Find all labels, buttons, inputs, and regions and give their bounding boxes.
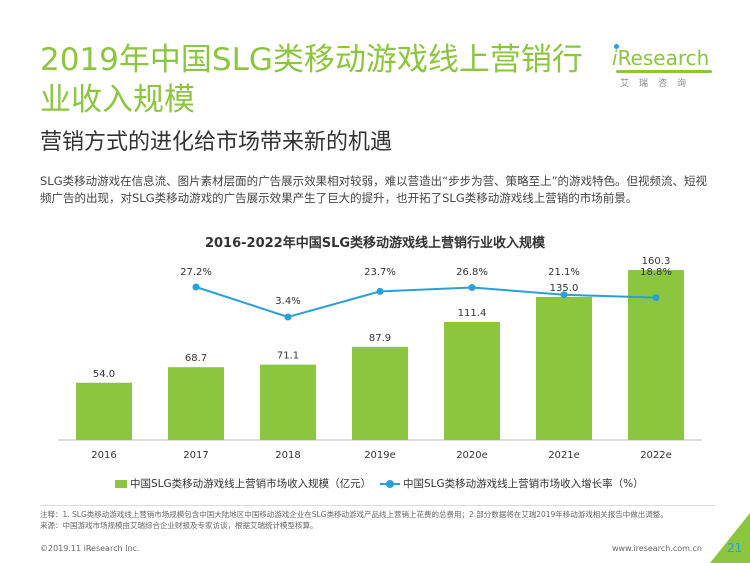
legend-item-revenue: 中国SLG类移动游戏线上营销市场收入规模（亿元） [115, 476, 371, 491]
bar-2016 [76, 382, 132, 440]
bar-label-2021e: 135.0 [550, 283, 579, 294]
bar-2021e [536, 296, 592, 440]
growth-label-2018: 3.4% [275, 296, 300, 307]
x-tick-2017: 2017 [183, 450, 208, 461]
corner-decoration [710, 513, 750, 563]
copyright: ©2019.11 iResearch Inc. [40, 544, 140, 553]
logo-swoosh-icon [616, 70, 712, 73]
x-tick-2019e: 2019e [364, 450, 396, 461]
x-tick-2016: 2016 [91, 450, 116, 461]
legend-growth-label: 中国SLG类移动游戏线上营销市场收入增长率（%） [403, 478, 644, 490]
bar-2017 [168, 367, 224, 440]
source-text: 来源：中国游戏市场规模由艾瑞综合企业财报及专家访谈，根据艾瑞统计模型核算。 [40, 521, 318, 530]
bar-2019e [352, 346, 408, 440]
bar-label-2020e: 111.4 [458, 308, 487, 319]
combo-chart: 54.0 2016 68.7 2017 71.1 2018 87.9 2019e 111.4 20… [58, 256, 702, 461]
growth-point-2021e [560, 291, 568, 299]
growth-line [195, 286, 657, 319]
growth-label-2021e: 21.1% [548, 267, 580, 278]
footer-url[interactable]: www.iresearch.com.cn [612, 544, 702, 553]
growth-point-2022e [652, 294, 660, 302]
x-tick-2022e: 2022e [640, 450, 672, 461]
page-number: 21 [727, 541, 743, 555]
growth-point-2019e [376, 287, 384, 295]
footer-divider [40, 505, 715, 506]
growth-point-2020e [468, 284, 476, 292]
bar-label-2019e: 87.9 [369, 333, 391, 344]
logo-wordmark: iResearch [612, 46, 710, 70]
note-text: 注释：1. SLG类移动游戏线上营销市场规模包含中国大陆地区中国移动游戏企业在S… [40, 510, 668, 519]
growth-label-2022e: 18.8% [640, 267, 672, 278]
growth-label-2019e: 23.7% [364, 267, 396, 278]
bar-2020e [444, 321, 500, 440]
logo-dot-icon [614, 44, 619, 49]
x-tick-2020e: 2020e [456, 450, 488, 461]
growth-point-2018 [284, 313, 292, 321]
iresearch-logo: iResearch 艾瑞咨询 [612, 40, 712, 90]
x-tick-2021e: 2021e [548, 450, 580, 461]
notes: 注释：1. SLG类移动游戏线上营销市场规模包含中国大陆地区中国移动游戏企业在S… [40, 509, 720, 531]
bar-2018 [260, 364, 316, 440]
section-subtitle: 营销方式的进化给市场带来新的机遇 [40, 130, 393, 155]
growth-point-2017 [192, 283, 200, 291]
legend-line-swatch [380, 480, 400, 488]
bar-label-2016: 54.0 [93, 369, 115, 380]
chart-title: 2016-2022年中国SLG类移动游戏线上营销行业收入规模 [204, 236, 546, 251]
bar-label-2022e: 160.3 [642, 256, 671, 267]
growth-label-2017: 27.2% [180, 267, 212, 278]
page-title: 2019年中国SLG类移动游戏线上营销行业收入规模 [40, 42, 583, 118]
growth-label-2020e: 26.8% [456, 267, 488, 278]
logo-subtitle: 艾瑞咨询 [620, 79, 697, 89]
body-paragraph: SLG类移动游戏在信息流、图片素材层面的广告展示效果相对较弱，难以营造出“步步为… [40, 174, 708, 205]
legend-revenue-label: 中国SLG类移动游戏线上营销市场收入规模（亿元） [130, 478, 372, 490]
legend-item-growth: 中国SLG类移动游戏线上营销市场收入增长率（%） [380, 476, 644, 491]
legend-bar-swatch [115, 480, 127, 488]
bar-label-2017: 68.7 [185, 353, 207, 364]
x-tick-2018: 2018 [275, 450, 300, 461]
bar-label-2018: 71.1 [277, 351, 299, 362]
